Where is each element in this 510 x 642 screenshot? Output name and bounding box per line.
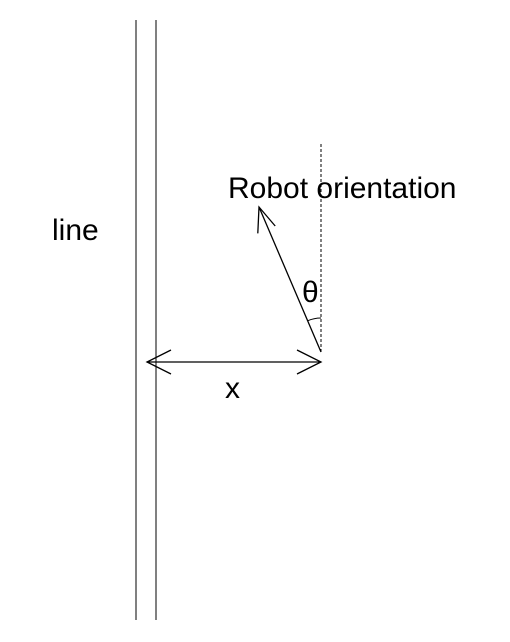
- orientation-arrow-icon: [257, 205, 322, 353]
- track-line: [135, 20, 157, 620]
- distance-arrow-head-left: [145, 349, 172, 375]
- line-label: line: [52, 214, 99, 247]
- orientation-arrow-head: [257, 205, 276, 234]
- theta-label: θ: [302, 276, 319, 309]
- theta-angle-arc: [307, 317, 322, 322]
- robot-orientation-label: Robot orientation: [228, 172, 457, 205]
- x-distance-label: x: [225, 372, 240, 405]
- distance-arrow-head-right: [296, 349, 323, 375]
- orientation-arrow-shaft: [258, 206, 322, 353]
- distance-arrow-icon: [145, 349, 323, 375]
